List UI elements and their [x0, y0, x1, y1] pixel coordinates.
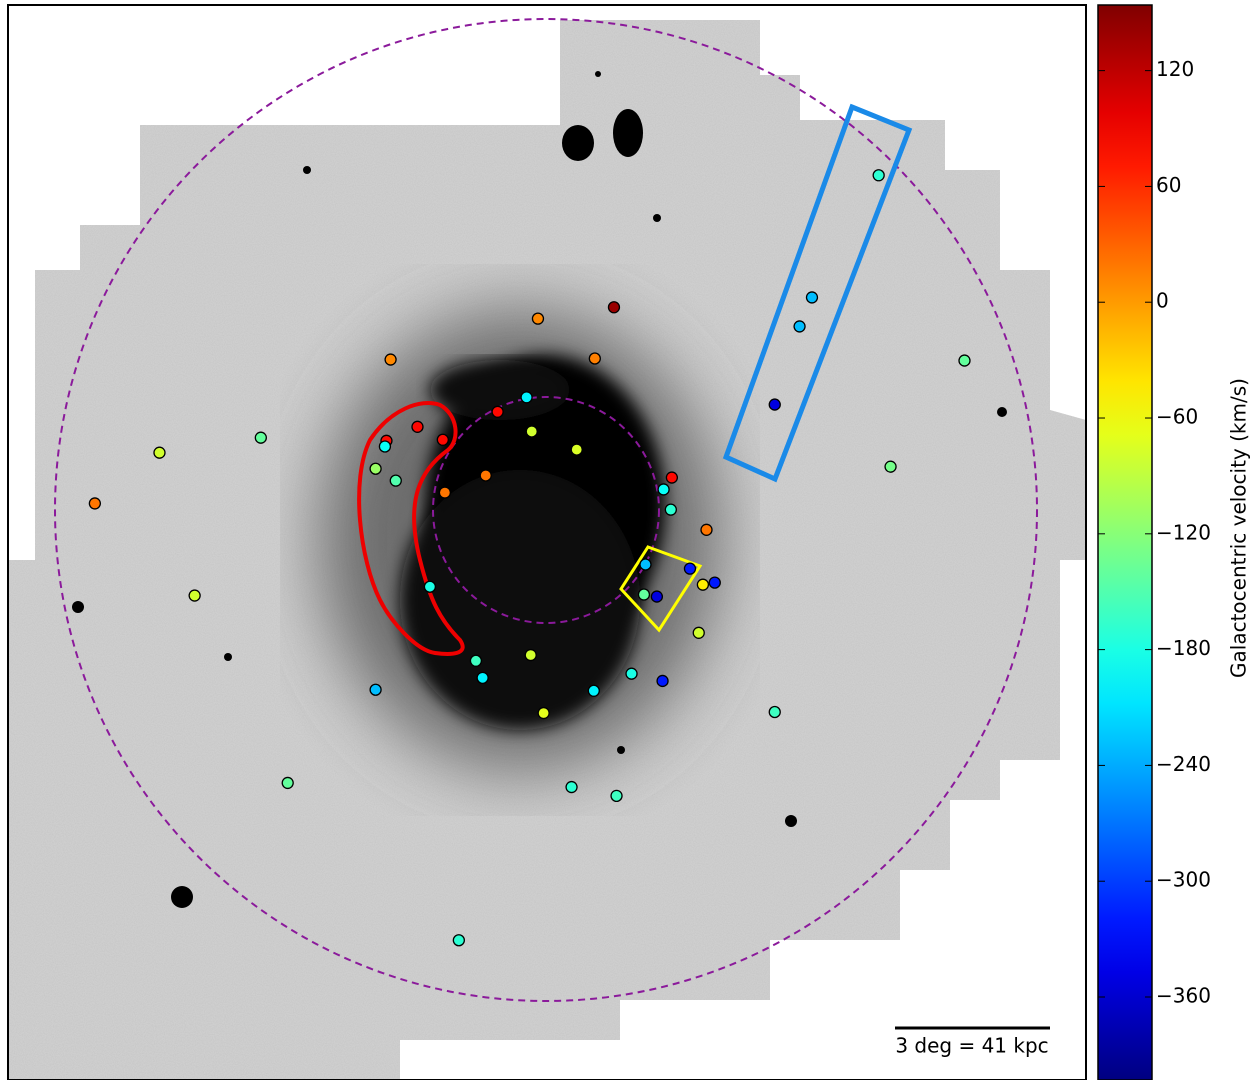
colorbar-tick-label: 120	[1156, 57, 1194, 81]
point	[658, 484, 669, 495]
point	[282, 777, 293, 788]
point	[665, 504, 676, 515]
point	[701, 524, 712, 535]
point	[255, 432, 266, 443]
point	[684, 563, 695, 574]
point	[588, 685, 599, 696]
point	[709, 577, 720, 588]
point	[390, 475, 401, 486]
point	[89, 498, 100, 509]
figure: 3 deg = 41 kpc Galactocentric velocity (…	[0, 0, 1256, 1080]
point	[492, 406, 503, 417]
colorbar-tick-label: 60	[1156, 173, 1181, 197]
point	[626, 668, 637, 679]
point	[379, 441, 390, 452]
point	[885, 461, 896, 472]
colorbar-tick-label: −60	[1156, 405, 1198, 429]
point	[638, 589, 649, 600]
point	[189, 590, 200, 601]
point	[385, 354, 396, 365]
point	[370, 463, 381, 474]
colorbar-tick-label: −180	[1156, 636, 1211, 660]
point	[608, 302, 619, 313]
point	[439, 487, 450, 498]
point	[538, 708, 549, 719]
point	[651, 591, 662, 602]
colorbar-tick-label: −120	[1156, 520, 1211, 544]
point	[666, 472, 677, 483]
point	[525, 650, 536, 661]
point	[532, 313, 543, 324]
point	[571, 444, 582, 455]
point	[794, 321, 805, 332]
colorbar-label: Galactocentric velocity (km/s)	[1227, 378, 1251, 678]
colorbar-tick-label: −300	[1156, 868, 1211, 892]
colorbar-tick-label: 0	[1156, 289, 1169, 313]
point	[453, 935, 464, 946]
colorbar	[1098, 5, 1152, 1080]
point	[611, 790, 622, 801]
point	[806, 292, 817, 303]
point	[769, 707, 780, 718]
point	[589, 353, 600, 364]
point	[769, 399, 780, 410]
point	[566, 782, 577, 793]
point	[437, 434, 448, 445]
point	[424, 581, 435, 592]
colorbar-tick-label: −360	[1156, 984, 1211, 1008]
point	[521, 392, 532, 403]
point	[959, 355, 970, 366]
point	[480, 470, 491, 481]
point	[693, 627, 704, 638]
point	[412, 421, 423, 432]
colorbar-tick-label: −240	[1156, 752, 1211, 776]
point	[370, 684, 381, 695]
point	[477, 672, 488, 683]
point	[526, 426, 537, 437]
point	[154, 447, 165, 458]
point	[657, 675, 668, 686]
sky-image	[8, 5, 1086, 1080]
point	[640, 559, 651, 570]
point	[873, 170, 884, 181]
scale-bar-label: 3 deg = 41 kpc	[895, 1034, 1048, 1058]
point	[470, 655, 481, 666]
point	[697, 579, 708, 590]
